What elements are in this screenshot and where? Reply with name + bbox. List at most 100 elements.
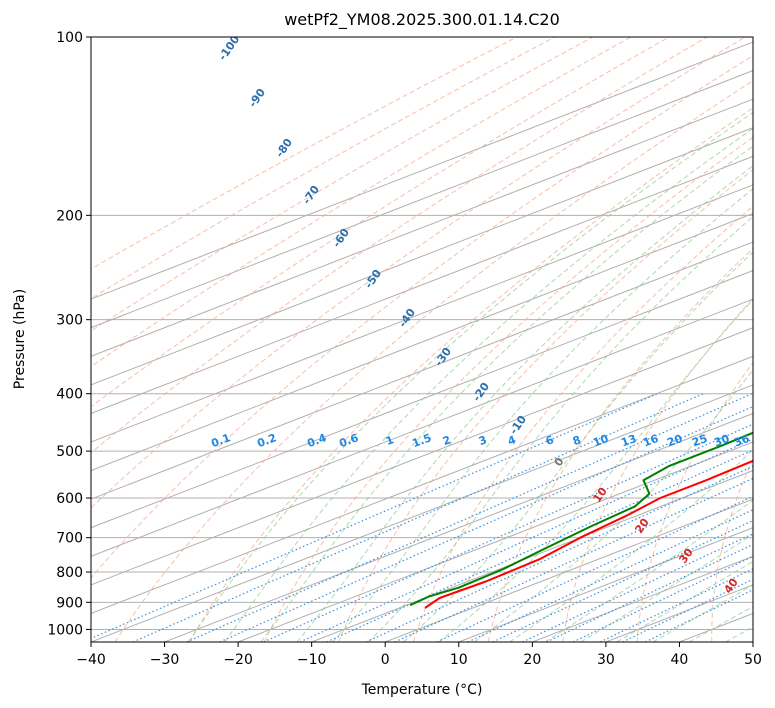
x-tick-label-10: 10	[450, 652, 468, 668]
moist-adiabat-line-20	[545, 499, 753, 642]
moist-adiabat-line-15	[509, 448, 753, 642]
isotherm--50	[91, 355, 753, 614]
chart-title: wetPf2_YM08.2025.300.01.14.C20	[284, 10, 560, 30]
dry-adiabat-line--80	[91, 37, 670, 408]
plot-frame	[90, 36, 754, 643]
x-axis-ticks: −40 −30 −20 −10 0 10 20 30 40 50	[76, 642, 762, 668]
moist-adiabat-line-35	[652, 584, 753, 642]
mixing-ratio-line-4	[394, 477, 753, 642]
isotherm--90	[91, 241, 753, 500]
moist-adiabat-line-30	[616, 560, 753, 642]
mixing-ratio-line-0.4	[186, 393, 753, 642]
y-tick-label-500: 500	[56, 444, 83, 460]
mixing-ratio-line-1.5	[299, 438, 753, 642]
dry-adiabat-line--40	[114, 80, 753, 642]
mixing-ratio-label-8: 8	[571, 433, 583, 448]
moist-adiabat-line-25	[580, 533, 753, 642]
isotherm--150	[91, 70, 753, 329]
mixing-ratio-label-16: 16	[641, 432, 660, 450]
isotherm-10	[458, 527, 753, 642]
mixing-ratio-label-25: 25	[690, 432, 709, 449]
mixing-ratio-label-0.2: 0.2	[255, 431, 278, 450]
moist-adiabat-line-0	[403, 251, 753, 642]
dry-adiabat-line-30	[636, 361, 753, 642]
mixing-ratio-line-13	[522, 533, 753, 642]
mixing-ratio-label-1: 1	[384, 433, 396, 448]
mixing-ratio-label-0.1: 0.1	[209, 431, 232, 450]
y-tick-label-100: 100	[56, 30, 83, 46]
mixing-ratio-label-13: 13	[619, 432, 638, 449]
mixing-ratio-label-36: 36	[732, 432, 751, 450]
isotherm--80	[91, 270, 753, 529]
mixing-ratio-label-4: 4	[506, 433, 518, 448]
isotherm-0	[385, 498, 753, 642]
x-tick-label-20: 20	[523, 652, 541, 668]
isotherm--130	[91, 127, 753, 386]
dry-adiabat-line--30	[189, 107, 753, 642]
x-tick-label-50: 50	[744, 652, 762, 668]
y-axis-ticks: 100 200 300 400 500 600 700 800 900 1000	[47, 30, 91, 638]
dry-adiabat-line-20	[562, 297, 753, 642]
isotherm--140	[91, 98, 753, 357]
mixing-ratio-label-30: 30	[712, 432, 731, 450]
moist-adiabat-line-5	[438, 299, 753, 642]
y-axis-label: Pressure (hPa)	[12, 289, 28, 389]
dry-adiabat-line--70	[91, 37, 708, 454]
mixing-ratio-label-1.5: 1.5	[410, 431, 433, 450]
mixing-ratio-label-6: 6	[544, 433, 556, 448]
isotherm--20	[237, 441, 753, 642]
mixing-ratio-lines	[91, 393, 753, 642]
isotherm--110	[91, 184, 753, 443]
moist-adiabat-line--25	[224, 127, 753, 642]
y-tick-label-700: 700	[56, 531, 83, 547]
dry-adiabat-line--20	[263, 136, 753, 642]
mixing-ratio-label-2: 2	[441, 433, 453, 448]
mixing-ratio-label-0.4: 0.4	[305, 431, 328, 450]
isotherm--100	[91, 212, 753, 472]
isotherm--30	[164, 412, 753, 642]
mixing-ratio-line-25	[599, 568, 753, 642]
isotherm--120	[91, 155, 753, 414]
dry-adiabat-line--10	[338, 169, 753, 642]
x-tick-label-40: 40	[671, 652, 689, 668]
y-tick-label-400: 400	[56, 387, 83, 403]
x-tick-label-0: 0	[381, 652, 390, 668]
mixing-ratio-line-36	[645, 589, 753, 642]
isotherm--10	[311, 470, 753, 642]
mixing-ratio-label-20: 20	[665, 432, 684, 450]
y-tick-label-800: 800	[56, 565, 83, 581]
mixing-ratio-label-0.6: 0.6	[337, 431, 360, 450]
dry-adiabat-line--100	[91, 37, 594, 332]
y-tick-label-1000: 1000	[47, 622, 83, 638]
mixing-ratio-label-3: 3	[477, 433, 489, 448]
y-tick-label-200: 200	[56, 208, 83, 224]
mixing-ratio-line-20	[572, 555, 753, 642]
mixing-ratio-line-0.6	[219, 405, 753, 642]
moist-adiabat-line--30	[187, 111, 753, 642]
profile-line-0	[424, 459, 753, 609]
isotherm--70	[91, 298, 753, 557]
x-tick-label--30: −30	[150, 652, 180, 668]
profile-line-1	[409, 431, 753, 607]
y-tick-label-300: 300	[56, 313, 83, 329]
plot-area: -100-90-80-70-60-50-40-30-20-10010203040…	[91, 37, 753, 642]
x-tick-label--40: −40	[76, 652, 106, 668]
dry-adiabat-line-10	[487, 247, 753, 642]
isotherm--60	[91, 327, 753, 586]
dry-adiabat-line-0	[413, 205, 753, 642]
mixing-ratio-line-16	[546, 543, 753, 642]
mixing-ratio-line-10	[492, 519, 753, 642]
skewed-isotherms	[91, 41, 753, 642]
mixing-ratio-label-10: 10	[591, 432, 610, 450]
isotherm--160	[91, 41, 753, 300]
moist-adiabat-line--20	[260, 145, 753, 642]
x-tick-label--20: −20	[223, 652, 253, 668]
x-tick-label--10: −10	[297, 652, 327, 668]
x-axis-label: Temperature (°C)	[361, 682, 483, 698]
isotherm--40	[91, 384, 753, 642]
y-tick-label-900: 900	[56, 595, 83, 611]
y-tick-label-600: 600	[56, 491, 83, 507]
dry-adiabat-line-40	[711, 457, 753, 642]
